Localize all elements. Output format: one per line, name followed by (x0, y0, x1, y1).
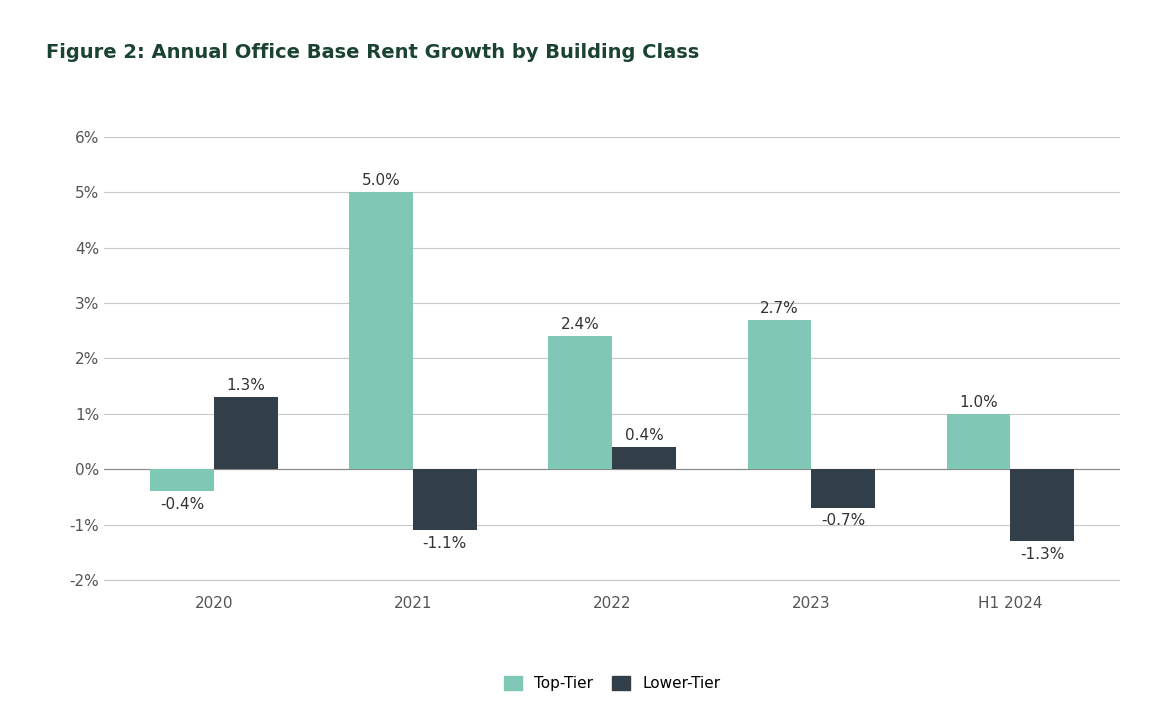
Bar (214, 397, 277, 469)
Bar (811, 469, 875, 508)
Bar (549, 336, 612, 469)
Text: 0.4%: 0.4% (625, 428, 663, 443)
Text: -1.1%: -1.1% (423, 535, 467, 550)
Text: 2.4%: 2.4% (561, 318, 599, 333)
Legend: Top-Tier, Lower-Tier: Top-Tier, Lower-Tier (497, 669, 728, 698)
Bar (150, 469, 214, 491)
Bar (1011, 469, 1074, 541)
Text: 2.7%: 2.7% (760, 300, 799, 315)
Text: Figure 2: Annual Office Base Rent Growth by Building Class: Figure 2: Annual Office Base Rent Growth… (46, 43, 700, 62)
Bar (349, 192, 413, 469)
Bar (612, 447, 676, 469)
Bar (947, 414, 1011, 469)
Bar (747, 320, 811, 469)
Text: 5.0%: 5.0% (362, 173, 401, 189)
Text: 1.0%: 1.0% (959, 395, 998, 410)
Text: 1.3%: 1.3% (226, 378, 266, 393)
Text: -1.3%: -1.3% (1020, 547, 1065, 562)
Text: -0.7%: -0.7% (821, 513, 865, 528)
Text: -0.4%: -0.4% (159, 497, 204, 512)
Bar (413, 469, 477, 530)
